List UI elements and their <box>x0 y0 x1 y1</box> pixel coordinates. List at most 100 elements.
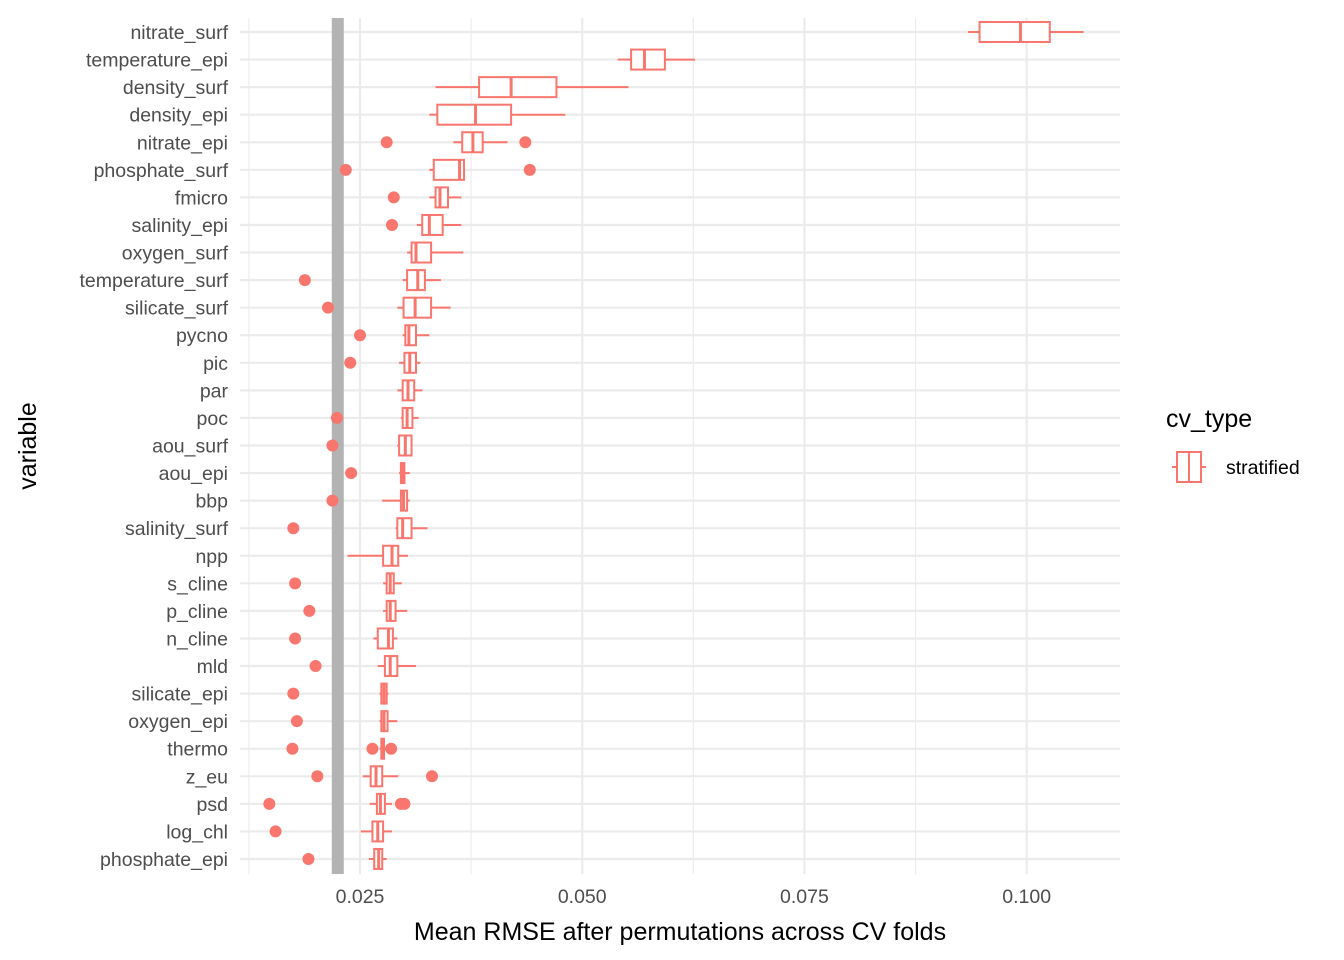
x-tick-label: 0.075 <box>780 886 829 908</box>
y-tick-label: silicate_surf <box>125 298 229 320</box>
outlier-point <box>523 163 536 176</box>
y-tick-label: pycno <box>176 325 228 347</box>
y-tick-label: nitrate_epi <box>137 132 228 154</box>
y-tick-label: temperature_surf <box>80 270 229 292</box>
y-tick-label: temperature_epi <box>86 50 228 72</box>
outlier-point <box>344 356 357 369</box>
box-npp <box>347 544 408 567</box>
y-tick-label: log_chl <box>166 821 228 843</box>
box-s_cline <box>289 572 402 595</box>
y-tick-label: p_cline <box>166 601 228 623</box>
outlier-point <box>385 742 398 755</box>
iqr-box <box>402 296 433 319</box>
y-tick-label: density_surf <box>123 77 229 99</box>
legend-key-icon <box>1172 451 1206 483</box>
box-z_eu <box>311 765 438 788</box>
box-pycno <box>354 324 430 347</box>
iqr-box <box>404 324 418 347</box>
legend-label-stratified: stratified <box>1226 457 1300 479</box>
boxes-layer <box>263 21 1084 870</box>
outlier-point <box>387 191 400 204</box>
legend-title: cv_type <box>1166 405 1252 433</box>
outlier-point <box>339 163 352 176</box>
box-density_epi <box>429 103 566 126</box>
iqr-box <box>410 241 433 264</box>
box-salinity_surf <box>287 517 428 540</box>
y-tick-label: salinity_epi <box>132 215 228 237</box>
y-tick-label: silicate_epi <box>132 684 228 706</box>
box-pic <box>344 351 421 374</box>
grid-lines <box>240 18 1120 874</box>
outlier-point <box>326 494 339 507</box>
box-phosphate_epi <box>302 848 387 870</box>
outlier-point <box>287 522 300 535</box>
y-tick-label: fmicro <box>175 187 228 209</box>
outlier-point <box>263 797 276 810</box>
outlier-point <box>326 439 339 452</box>
outlier-point <box>298 274 311 287</box>
outlier-point <box>289 632 302 645</box>
y-tick-label: phosphate_surf <box>94 160 229 182</box>
iqr-box <box>978 21 1051 43</box>
iqr-box <box>376 627 394 650</box>
y-tick-label: z_eu <box>186 766 228 788</box>
box-phosphate_surf <box>339 158 536 181</box>
outlier-point <box>386 218 398 231</box>
x-tick-label: 0.100 <box>1002 886 1051 908</box>
box-n_cline <box>289 627 398 650</box>
y-tick-label: bbp <box>195 491 228 513</box>
outlier-point <box>269 825 282 838</box>
box-thermo <box>286 737 398 760</box>
y-tick-label: psd <box>197 794 228 816</box>
box-oxygen_surf <box>407 241 464 264</box>
outlier-point <box>345 467 358 480</box>
box-log_chl <box>269 820 392 843</box>
box-poc <box>330 406 419 429</box>
outlier-point <box>366 742 379 755</box>
box-density_surf <box>435 76 629 99</box>
box-silicate_epi <box>287 682 389 705</box>
y-tick-label: pic <box>203 353 228 375</box>
x-tick-label: 0.025 <box>336 886 385 908</box>
box-temperature_epi <box>617 48 696 71</box>
y-tick-label: n_cline <box>166 628 228 650</box>
y-tick-label: aou_epi <box>159 463 228 485</box>
iqr-box <box>478 76 558 99</box>
iqr-box <box>406 269 426 292</box>
y-tick-labels: nitrate_surf temperature_epi density_surfd… <box>80 22 229 871</box>
iqr-box <box>434 186 449 209</box>
box-psd <box>263 792 411 815</box>
outlier-point <box>330 411 343 424</box>
box-salinity_epi <box>386 213 462 236</box>
box-oxygen_epi <box>290 710 398 733</box>
box-aou_epi <box>345 462 410 485</box>
legend: cv_type stratified <box>1166 405 1300 483</box>
y-tick-label: nitrate_surf <box>130 22 228 44</box>
iqr-box <box>630 48 666 71</box>
box-nitrate_surf <box>968 21 1084 43</box>
y-tick-label: density_epi <box>129 105 228 127</box>
iqr-box <box>432 158 465 181</box>
y-tick-label: npp <box>195 546 228 568</box>
box-fmicro <box>387 186 462 209</box>
iqr-box <box>396 517 413 540</box>
box-temperature_surf <box>298 269 441 292</box>
y-tick-label: oxygen_surf <box>122 243 229 265</box>
outlier-point <box>380 136 393 149</box>
outlier-point <box>519 136 532 149</box>
outlier-point <box>302 853 315 865</box>
box-bbp <box>326 489 410 512</box>
y-tick-label: mld <box>197 656 228 678</box>
outlier-point <box>426 770 438 783</box>
y-axis-title: variable <box>14 402 42 490</box>
x-axis-title: Mean RMSE after permutations across CV f… <box>414 918 946 946</box>
y-tick-label: thermo <box>167 739 228 761</box>
outlier-point <box>286 742 299 755</box>
outlier-point <box>354 329 366 342</box>
outlier-point <box>309 660 322 673</box>
y-tick-label: poc <box>197 408 229 430</box>
iqr-box <box>421 213 444 236</box>
y-tick-label: par <box>200 380 229 402</box>
outlier-point <box>289 577 302 590</box>
